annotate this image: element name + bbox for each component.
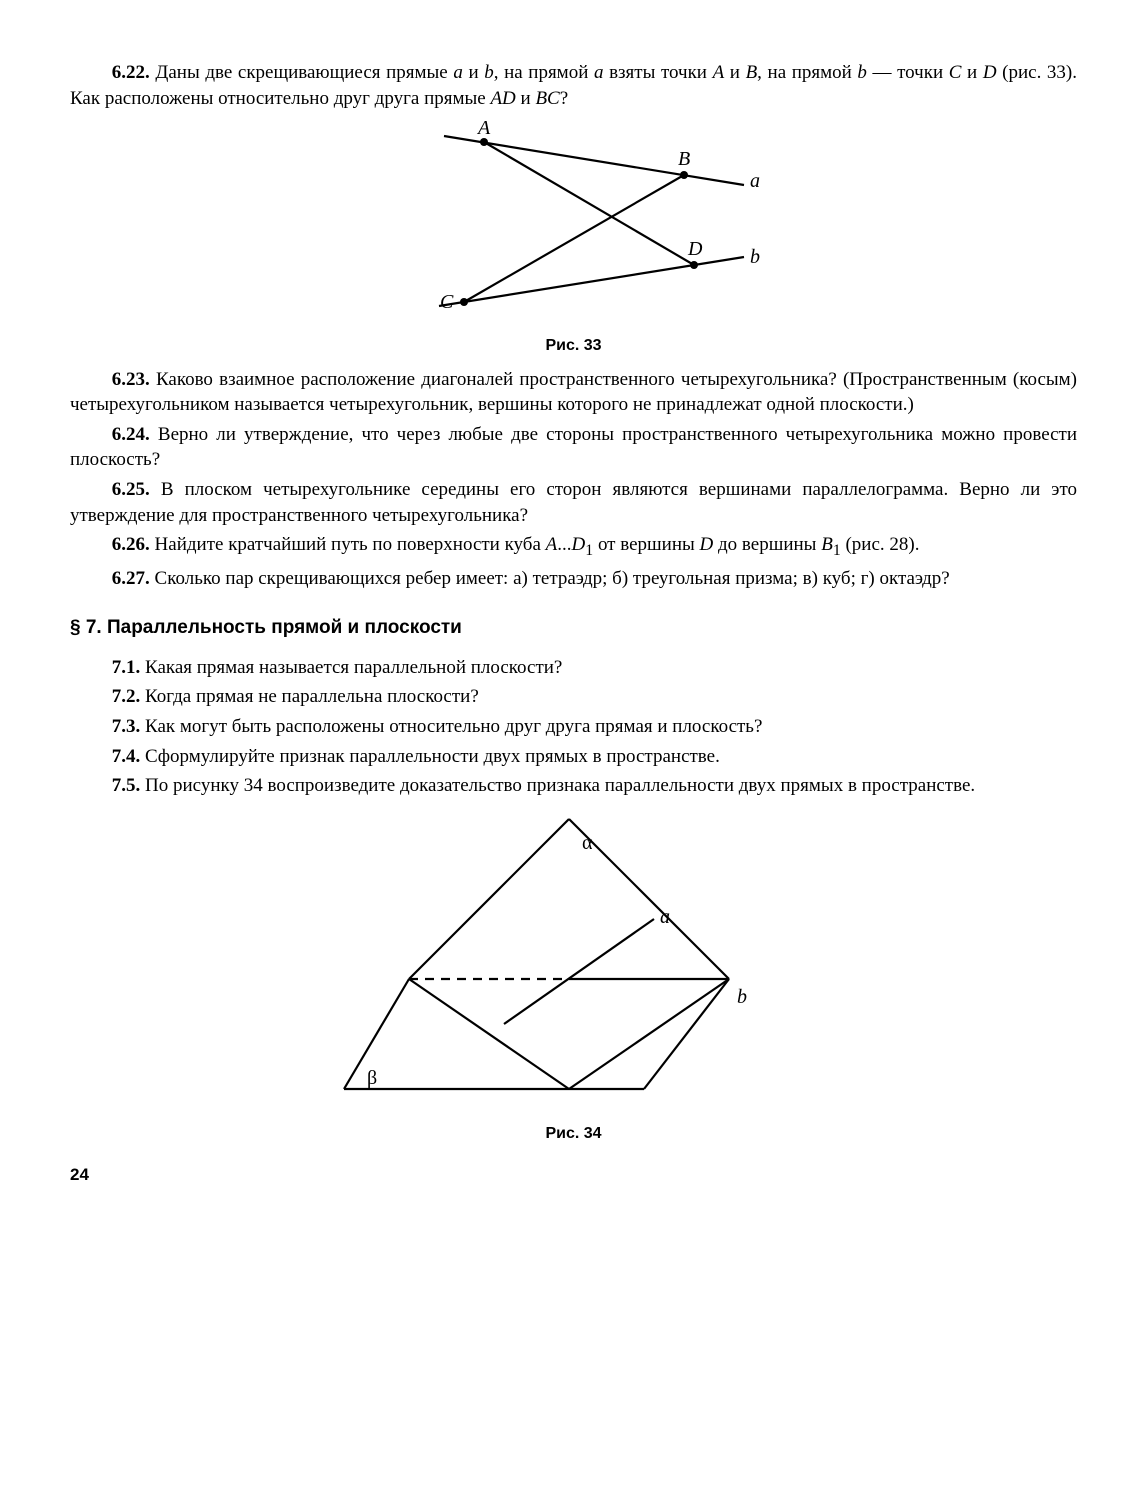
problem-text: Каково взаимное расположение диагоналей …	[70, 369, 1077, 416]
problem-num: 7.5.	[112, 775, 141, 796]
figure-33: A B C Da b	[70, 121, 1077, 329]
problem-num: 6.23.	[112, 369, 150, 390]
problem-num: 7.1.	[112, 657, 141, 678]
svg-text:C: C	[440, 291, 454, 313]
problem-text: Когда прямая не параллельна плоскости?	[145, 686, 479, 707]
problem-6-23: 6.23. Каково взаимное расположение диаго…	[70, 367, 1077, 418]
svg-text:B: B	[678, 148, 690, 170]
svg-text:A: A	[476, 121, 491, 139]
problem-text: Сформулируйте признак параллельности дву…	[145, 746, 720, 767]
svg-text:D: D	[687, 238, 703, 260]
problem-num: 6.22.	[112, 62, 150, 83]
problem-text: Сколько пар скрещивающихся ребер имеет: …	[155, 568, 950, 589]
svg-text:a: a	[750, 170, 760, 192]
problem-text: В плоском четырехугольнике середины его …	[70, 479, 1077, 526]
page-number: 24	[70, 1164, 1077, 1187]
problem-7-5: 7.5. По рисунку 34 воспроизведите доказа…	[70, 773, 1077, 799]
problem-7-2: 7.2. Когда прямая не параллельна плоскос…	[70, 684, 1077, 710]
problem-num: 6.26.	[112, 534, 150, 555]
svg-text:α: α	[582, 832, 593, 854]
problem-7-1: 7.1. Какая прямая называется параллельно…	[70, 655, 1077, 681]
problem-7-3: 7.3. Как могут быть расположены относите…	[70, 714, 1077, 740]
problem-6-22: 6.22. Даны две скрещивающиеся прямые a и…	[70, 60, 1077, 111]
problem-num: 7.3.	[112, 716, 141, 737]
svg-text:b: b	[737, 986, 747, 1008]
problem-6-24: 6.24. Верно ли утверждение, что через лю…	[70, 422, 1077, 473]
figure-33-svg: A B C Da b	[384, 121, 764, 321]
problem-6-27: 6.27. Сколько пар скрещивающихся ребер и…	[70, 566, 1077, 592]
figure-33-caption: Рис. 33	[70, 335, 1077, 357]
problem-6-25: 6.25. В плоском четырехугольнике середин…	[70, 477, 1077, 528]
figure-34-svg: α β a b	[334, 809, 814, 1109]
section-title: § 7. Параллельность прямой и плоскости	[70, 615, 1077, 641]
problem-text: Какая прямая называется параллельной пло…	[145, 657, 562, 678]
problem-7-4: 7.4. Сформулируйте признак параллельност…	[70, 744, 1077, 770]
problem-num: 6.25.	[112, 479, 150, 500]
problem-text: Верно ли утверждение, что через любые дв…	[70, 424, 1077, 471]
problem-num: 7.2.	[112, 686, 141, 707]
problem-text: Как могут быть расположены относительно …	[145, 716, 762, 737]
problem-num: 6.24.	[112, 424, 150, 445]
problem-6-26: 6.26. Найдите кратчайший путь по поверхн…	[70, 532, 1077, 561]
figure-34: α β a b	[70, 809, 1077, 1117]
svg-text:a: a	[660, 906, 670, 928]
svg-text:β: β	[367, 1067, 377, 1089]
figure-34-caption: Рис. 34	[70, 1123, 1077, 1145]
svg-text:b: b	[750, 246, 760, 268]
problem-text: По рисунку 34 воспроизведите доказательс…	[145, 775, 975, 796]
problem-num: 7.4.	[112, 746, 141, 767]
problem-num: 6.27.	[112, 568, 150, 589]
